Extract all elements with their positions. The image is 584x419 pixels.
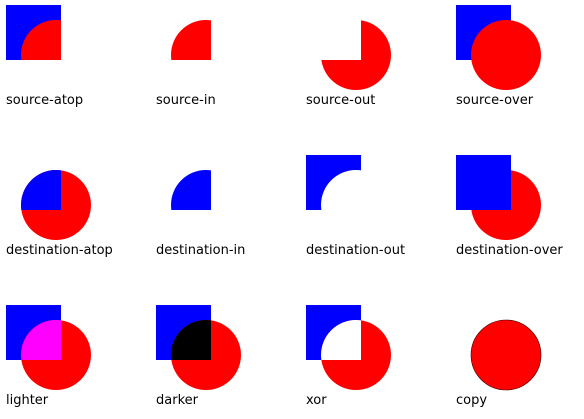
composite-mode-cell: source-atop xyxy=(6,5,146,135)
composite-mode-label: lighter xyxy=(6,393,49,408)
source-over-composite-icon xyxy=(456,5,541,90)
composite-mode-cell: source-over xyxy=(456,5,584,135)
composite-mode-label: destination-over xyxy=(456,243,563,258)
composite-mode-label: source-over xyxy=(456,93,534,108)
composite-mode-label: source-out xyxy=(306,93,376,108)
composite-mode-cell: source-out xyxy=(306,5,446,135)
composite-mode-label: copy xyxy=(456,393,488,408)
source-in-composite-icon xyxy=(171,20,211,60)
composite-mode-cell: destination-over xyxy=(456,155,584,285)
composite-mode-cell: xor xyxy=(306,305,446,419)
composite-mode-cell: destination-out xyxy=(306,155,446,285)
composite-mode-cell: darker xyxy=(156,305,296,419)
composite-mode-cell: copy xyxy=(456,305,584,419)
composite-mode-cell: destination-atop xyxy=(6,155,146,285)
composite-mode-label: xor xyxy=(306,393,327,408)
composite-mode-label: destination-in xyxy=(156,243,246,258)
darker-composite-icon xyxy=(156,305,241,390)
destination-atop-composite-icon xyxy=(21,170,91,240)
xor-composite-icon xyxy=(306,305,391,390)
composite-mode-label: destination-atop xyxy=(6,243,113,258)
composite-mode-cell: source-in xyxy=(156,5,296,135)
composite-mode-cell: lighter xyxy=(6,305,146,419)
composite-mode-label: source-in xyxy=(156,93,216,108)
destination-over-composite-icon xyxy=(456,155,541,240)
destination-out-composite-icon xyxy=(306,155,361,210)
composite-mode-label: darker xyxy=(156,393,198,408)
destination-in-composite-icon xyxy=(171,170,211,210)
composite-mode-label: source-atop xyxy=(6,93,84,108)
lighter-composite-icon xyxy=(6,305,91,390)
composite-mode-label: destination-out xyxy=(306,243,406,258)
source-atop-composite-icon xyxy=(6,5,61,60)
source-out-composite-icon xyxy=(321,20,391,90)
copy-composite-icon xyxy=(470,319,542,391)
composite-mode-cell: destination-in xyxy=(156,155,296,285)
